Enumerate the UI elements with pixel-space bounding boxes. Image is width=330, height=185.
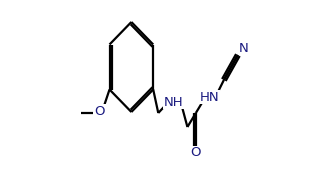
Text: NH: NH — [164, 95, 184, 108]
Text: O: O — [94, 105, 105, 117]
Text: N: N — [239, 41, 248, 55]
Text: HN: HN — [199, 90, 219, 103]
Text: O: O — [191, 147, 201, 159]
